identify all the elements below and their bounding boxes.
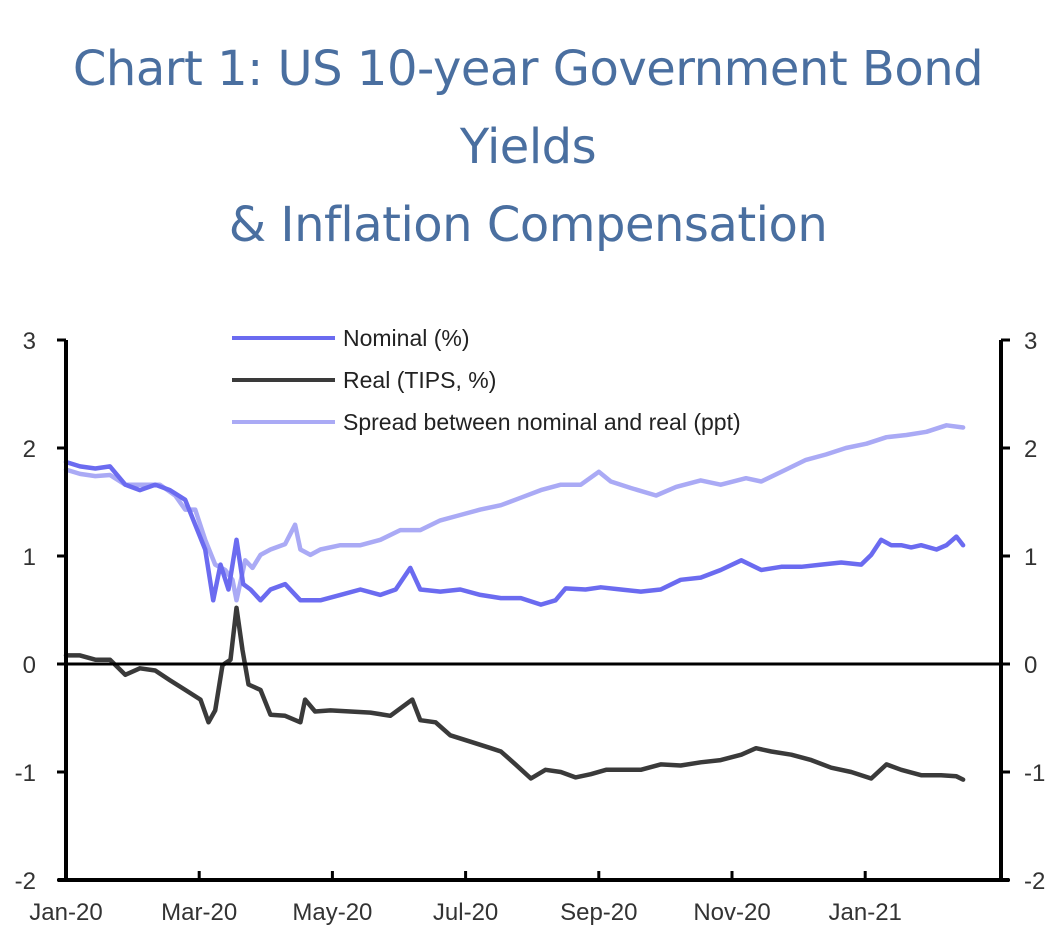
- right-y-tick-label: 0: [1024, 652, 1037, 679]
- right-y-tick-label: -2: [1024, 868, 1045, 895]
- x-tick-label: Jul-20: [433, 899, 498, 926]
- x-tick-label: Jan-21: [829, 899, 902, 926]
- axes-layer: 3 3 2 2 1 1 0 0 -1 -1 -2 -2 Jan-20 Mar-20 May-20 Jul-20…: [15, 328, 1046, 926]
- x-tick-label: Nov-20: [693, 899, 770, 926]
- series-line-real: [63, 605, 966, 782]
- series-line-nominal: [63, 459, 966, 607]
- chart-title-line-1: Chart 1: US 10-year Government Bond: [72, 41, 984, 97]
- left-y-tick-label: 0: [23, 652, 36, 679]
- chart-title-line-3: & Inflation Compensation: [228, 197, 828, 253]
- left-y-tick-label: 3: [23, 328, 36, 355]
- left-y-tick-label: 1: [23, 544, 36, 571]
- right-y-tick-label: 2: [1024, 436, 1037, 463]
- x-tick-label: Sep-20: [560, 899, 637, 926]
- x-tick-label: May-20: [292, 899, 372, 926]
- chart-title: Chart 1: US 10-year Government Bond Yiel…: [0, 30, 1056, 264]
- left-y-tick-label: 2: [23, 436, 36, 463]
- series-layer: [63, 423, 966, 782]
- chart-title-line-2: Yields: [459, 119, 597, 175]
- right-y-tick-label: 3: [1024, 328, 1037, 355]
- x-tick-label: Jan-20: [29, 899, 102, 926]
- legend: Nominal (%) Real (TIPS, %) Spread between …: [232, 325, 741, 435]
- left-y-tick-label: -2: [15, 868, 36, 895]
- legend-label-spread: Spread between nominal and real (ppt): [343, 409, 741, 435]
- legend-label-real: Real (TIPS, %): [343, 367, 496, 393]
- legend-label-nominal: Nominal (%): [343, 325, 470, 351]
- right-y-tick-label: -1: [1024, 760, 1045, 787]
- x-tick-label: Mar-20: [161, 899, 237, 926]
- right-y-tick-label: 1: [1024, 544, 1037, 571]
- series-line-spread: [63, 423, 966, 603]
- left-y-tick-label: -1: [15, 760, 36, 787]
